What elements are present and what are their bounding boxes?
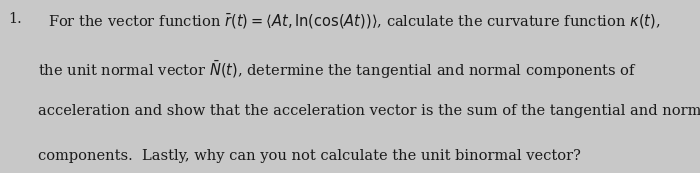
Text: 1.: 1. <box>8 12 22 26</box>
Text: acceleration and show that the acceleration vector is the sum of the tangential : acceleration and show that the accelerat… <box>38 104 700 118</box>
Text: the unit normal vector $\bar{N}(t)$, determine the tangential and normal compone: the unit normal vector $\bar{N}(t)$, det… <box>38 59 638 81</box>
Text: components.  Lastly, why can you not calculate the unit binormal vector?: components. Lastly, why can you not calc… <box>38 149 582 163</box>
Text: For the vector function $\bar{r}(t)=\langle At,\ln(\cos(At))\rangle$, calculate : For the vector function $\bar{r}(t)=\lan… <box>48 12 660 31</box>
